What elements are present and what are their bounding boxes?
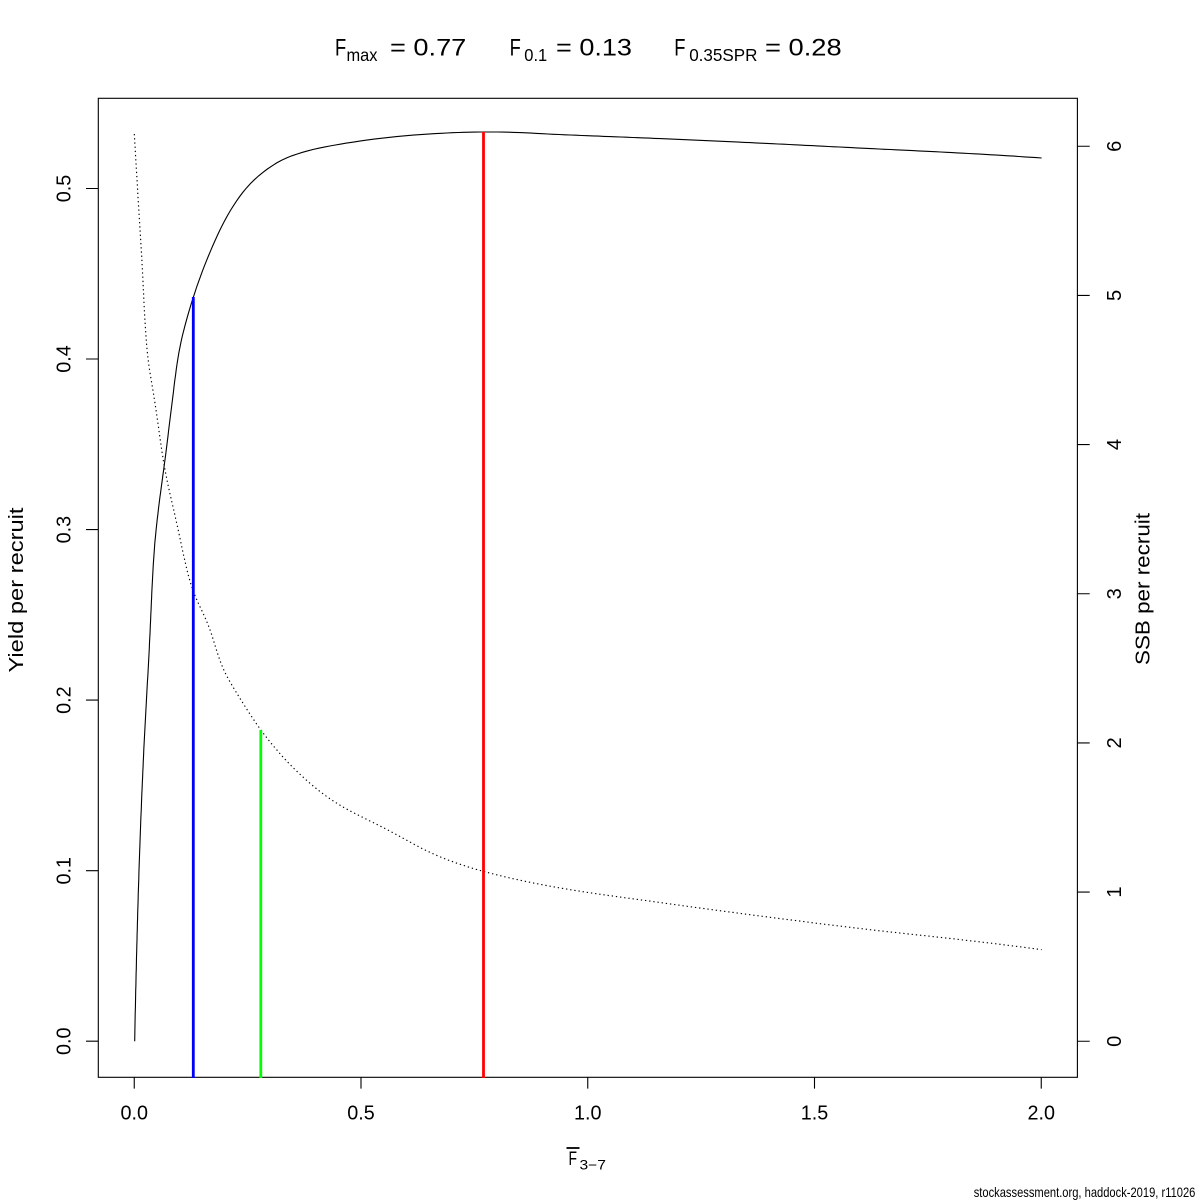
svg-text:0.2: 0.2 bbox=[53, 686, 75, 714]
svg-text:2.0: 2.0 bbox=[1028, 1103, 1056, 1125]
svg-text:1.5: 1.5 bbox=[801, 1103, 829, 1125]
svg-text:max: max bbox=[347, 45, 378, 65]
svg-text:0.35SPR: 0.35SPR bbox=[689, 45, 757, 65]
svg-text:5: 5 bbox=[1104, 290, 1126, 301]
svg-text:Yield per recruit: Yield per recruit bbox=[6, 507, 28, 673]
svg-text:0.5: 0.5 bbox=[53, 175, 75, 203]
svg-text:F: F bbox=[674, 34, 685, 61]
svg-text:1.0: 1.0 bbox=[574, 1103, 602, 1125]
svg-text:0.1: 0.1 bbox=[524, 45, 547, 65]
svg-text:0.4: 0.4 bbox=[53, 345, 75, 373]
svg-text:3: 3 bbox=[1104, 588, 1126, 599]
svg-text:= 0.13: = 0.13 bbox=[556, 34, 632, 61]
svg-text:= 0.28: = 0.28 bbox=[765, 34, 842, 61]
svg-text:0.0: 0.0 bbox=[53, 1027, 75, 1055]
svg-text:stockassessment.org, haddock-2: stockassessment.org, haddock-2019, r1102… bbox=[974, 1184, 1196, 1200]
svg-text:4: 4 bbox=[1104, 439, 1126, 450]
svg-text:F: F bbox=[335, 34, 346, 61]
svg-text:2: 2 bbox=[1104, 737, 1126, 748]
svg-text:F: F bbox=[510, 34, 521, 61]
svg-text:SSB per recruit: SSB per recruit bbox=[1132, 513, 1154, 665]
svg-text:0.1: 0.1 bbox=[53, 857, 75, 885]
svg-text:0.0: 0.0 bbox=[121, 1103, 149, 1125]
svg-text:F: F bbox=[569, 1149, 578, 1170]
svg-text:0.5: 0.5 bbox=[347, 1103, 375, 1125]
svg-text:0.3: 0.3 bbox=[53, 516, 75, 544]
svg-text:3−7: 3−7 bbox=[580, 1157, 607, 1172]
svg-text:0: 0 bbox=[1104, 1036, 1126, 1047]
svg-text:= 0.77: = 0.77 bbox=[390, 34, 466, 61]
svg-text:6: 6 bbox=[1104, 141, 1126, 152]
svg-text:1: 1 bbox=[1104, 886, 1126, 897]
